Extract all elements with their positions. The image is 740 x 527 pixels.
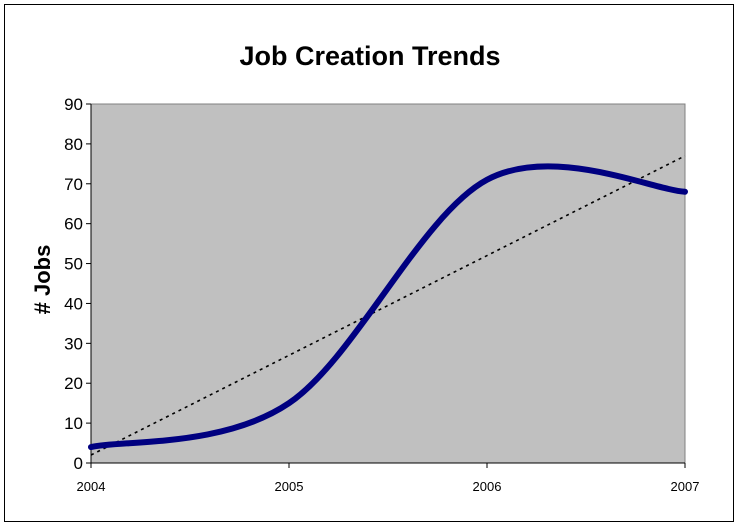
y-tick-label: 0	[74, 454, 83, 473]
y-tick-label: 70	[64, 175, 83, 194]
x-tick-label: 2005	[275, 479, 304, 494]
y-tick-label: 60	[64, 215, 83, 234]
trendline	[90, 155, 686, 456]
x-tick-label: 2004	[77, 479, 106, 494]
chart-title: Job Creation Trends	[239, 41, 500, 71]
y-tick-label: 80	[64, 135, 83, 154]
y-axis-label: # Jobs	[30, 245, 55, 315]
y-tick-label: 10	[64, 414, 83, 433]
y-tick-label: 90	[64, 95, 83, 114]
y-tick-label: 30	[64, 334, 83, 353]
x-tick-label: 2006	[473, 479, 502, 494]
y-tick-label: 20	[64, 374, 83, 393]
series-layer	[88, 155, 688, 456]
jobs-series-line	[88, 163, 688, 451]
x-tick-label: 2007	[671, 479, 700, 494]
y-tick-label: 40	[64, 294, 83, 313]
axes: 0 10 20 30 40 50 60 70 80 90 2004 2005 2006 2007	[64, 95, 699, 494]
y-tick-label: 50	[64, 255, 83, 274]
